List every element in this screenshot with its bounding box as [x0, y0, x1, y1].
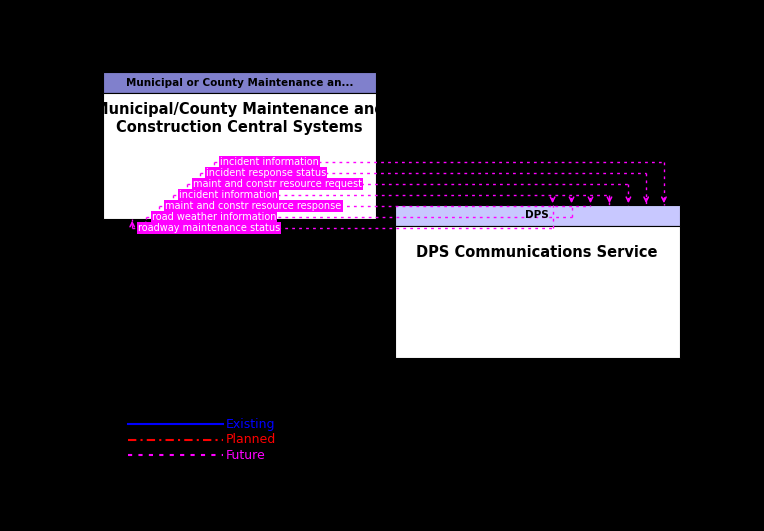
Text: DPS: DPS — [526, 210, 549, 220]
Text: incident information: incident information — [220, 157, 319, 167]
Text: Municipal/County Maintenance and
Construction Central Systems: Municipal/County Maintenance and Constru… — [94, 102, 385, 134]
Text: incident response status: incident response status — [206, 168, 326, 178]
Text: maint and constr resource response: maint and constr resource response — [165, 201, 342, 211]
Text: road weather information: road weather information — [152, 212, 277, 222]
Bar — [394, 226, 680, 358]
Bar — [394, 205, 680, 226]
Text: Existing: Existing — [226, 418, 275, 431]
Bar — [103, 72, 376, 93]
Text: roadway maintenance status: roadway maintenance status — [138, 223, 280, 233]
Text: Municipal or County Maintenance an...: Municipal or County Maintenance an... — [125, 78, 353, 88]
Text: DPS Communications Service: DPS Communications Service — [416, 245, 658, 260]
Text: incident information: incident information — [179, 190, 278, 200]
Text: Planned: Planned — [226, 433, 276, 447]
Text: Future: Future — [226, 449, 266, 462]
Bar — [103, 93, 376, 219]
Text: maint and constr resource request: maint and constr resource request — [193, 179, 361, 189]
